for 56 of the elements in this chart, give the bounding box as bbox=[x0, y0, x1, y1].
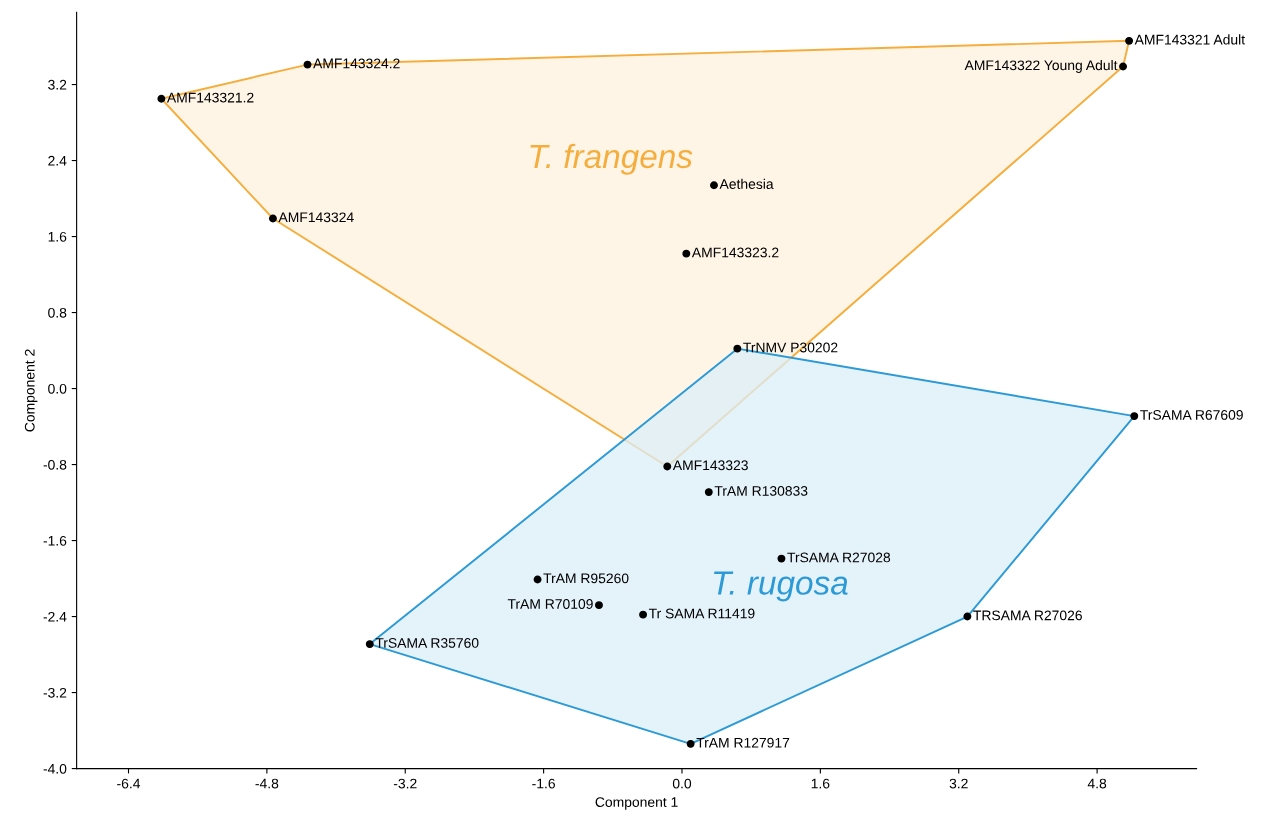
annotation: AMF143324 bbox=[278, 212, 354, 223]
y-tick-label: 3.2 bbox=[48, 79, 67, 90]
point bbox=[639, 610, 648, 619]
x-tick-label: 1.6 bbox=[811, 778, 830, 789]
point bbox=[595, 601, 603, 610]
annotation: TrAM R95260 bbox=[543, 573, 629, 584]
point bbox=[704, 488, 713, 497]
annotation: Tr SAMA R11419 bbox=[648, 608, 755, 619]
annotation: AMF143322 Young Adult bbox=[964, 60, 1118, 73]
annotation: TRSAMA R27026 bbox=[973, 610, 1082, 621]
point bbox=[682, 249, 691, 258]
annotation: AMF143321.2 bbox=[166, 92, 254, 103]
point bbox=[157, 94, 166, 103]
x-tick-label: 4.8 bbox=[1087, 778, 1107, 789]
y-tick-label: -0.8 bbox=[43, 459, 67, 470]
annotation: AMF143323 bbox=[672, 460, 748, 471]
y-tick-label: 0.8 bbox=[48, 307, 67, 318]
y-tick-label: -3.2 bbox=[43, 687, 67, 698]
y-tick-label: -1.6 bbox=[43, 535, 67, 546]
annotation: TrAM R127917 bbox=[696, 737, 790, 748]
x-tick-label: 0.0 bbox=[672, 778, 692, 789]
point bbox=[365, 640, 374, 649]
x-tick-label: 3.2 bbox=[949, 778, 968, 789]
point bbox=[303, 60, 312, 69]
point bbox=[1125, 36, 1134, 45]
point bbox=[710, 181, 718, 190]
y-axis-title: Component 2 bbox=[24, 349, 38, 432]
point bbox=[733, 344, 742, 353]
annotation: TrAM R70109 bbox=[507, 599, 593, 609]
point bbox=[1119, 62, 1127, 71]
annotation: TrAM R130833 bbox=[714, 486, 808, 496]
point bbox=[963, 612, 972, 621]
annotation: AMF143323.2 bbox=[691, 247, 779, 258]
x-tick-label: -6.4 bbox=[117, 778, 141, 789]
y-tick-label: 0.0 bbox=[48, 383, 67, 394]
point bbox=[268, 214, 277, 223]
y-tick-label: 2.4 bbox=[48, 155, 67, 166]
x-tick-label: -3.2 bbox=[393, 778, 417, 789]
y-tick-label: -4.0 bbox=[43, 763, 67, 774]
point bbox=[1130, 412, 1139, 421]
point bbox=[533, 575, 542, 584]
y-tick-label: -2.4 bbox=[43, 611, 67, 622]
y-tick-label: 1.6 bbox=[48, 231, 67, 242]
annotation: TrSAMA R27028 bbox=[787, 552, 891, 563]
series-label: T. rugosa bbox=[714, 571, 848, 602]
point bbox=[777, 554, 786, 563]
x-tick-label: -1.6 bbox=[532, 778, 555, 789]
annotation: TrSAMA R35760 bbox=[375, 638, 479, 648]
point bbox=[663, 462, 672, 471]
annotation: AMF143321 Adult bbox=[1134, 34, 1245, 45]
annotation: Aethesia bbox=[719, 178, 774, 189]
x-axis-title: Component 1 bbox=[595, 797, 678, 810]
point bbox=[686, 739, 695, 748]
annotation: TrSAMA R67609 bbox=[1140, 409, 1243, 420]
x-tick-label: -4.8 bbox=[255, 778, 279, 789]
series-label: T. frangens bbox=[530, 143, 693, 175]
